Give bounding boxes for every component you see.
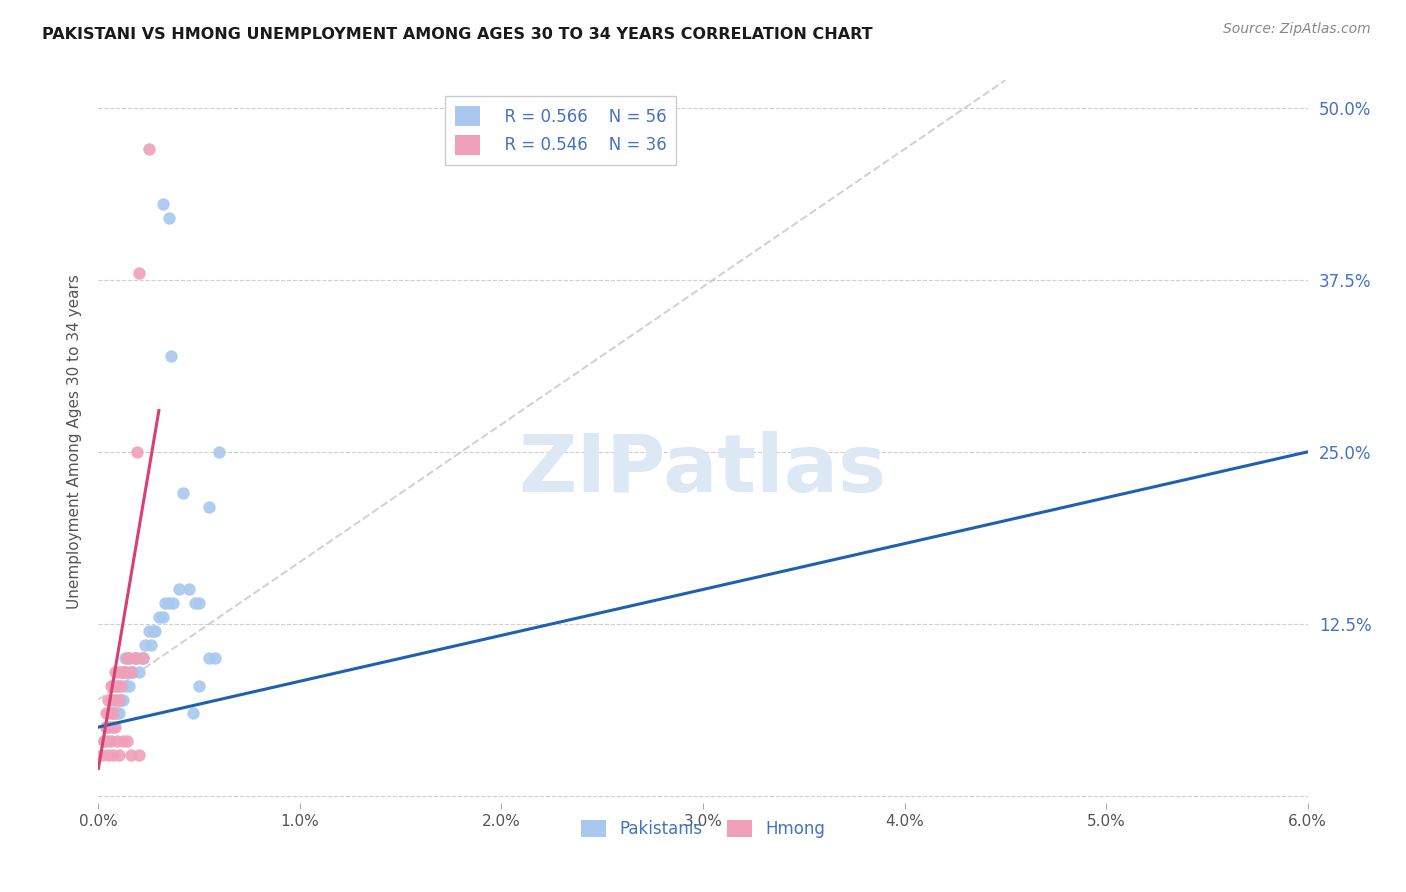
Point — [132, 651, 155, 665]
Point — [93, 734, 115, 748]
Point — [162, 596, 184, 610]
Point — [143, 624, 166, 638]
Point — [118, 679, 141, 693]
Point — [138, 142, 160, 156]
Text: PAKISTANI VS HMONG UNEMPLOYMENT AMONG AGES 30 TO 34 YEARS CORRELATION CHART: PAKISTANI VS HMONG UNEMPLOYMENT AMONG AG… — [42, 27, 873, 42]
Point — [188, 679, 211, 693]
Point — [107, 679, 129, 693]
Point — [115, 651, 138, 665]
Point — [91, 747, 114, 762]
Point — [125, 651, 148, 665]
Point — [97, 747, 120, 762]
Point — [181, 706, 204, 721]
Point — [128, 266, 150, 280]
Point — [111, 734, 134, 748]
Point — [157, 596, 180, 610]
Point — [153, 596, 176, 610]
Point — [96, 706, 118, 721]
Point — [128, 747, 150, 762]
Point — [110, 665, 132, 679]
Point — [115, 734, 138, 748]
Point — [97, 734, 120, 748]
Point — [105, 706, 128, 721]
Point — [107, 706, 129, 721]
Text: Source: ZipAtlas.com: Source: ZipAtlas.com — [1223, 22, 1371, 37]
Point — [101, 679, 124, 693]
Point — [139, 638, 162, 652]
Legend: Pakistanis, Hmong: Pakistanis, Hmong — [574, 814, 832, 845]
Point — [107, 665, 129, 679]
Point — [103, 720, 125, 734]
Point — [100, 706, 122, 721]
Point — [132, 651, 155, 665]
Point — [100, 692, 122, 706]
Point — [152, 197, 174, 211]
Point — [118, 651, 141, 665]
Point — [97, 720, 120, 734]
Point — [100, 734, 122, 748]
Point — [160, 349, 183, 363]
Point — [114, 651, 136, 665]
Point — [101, 706, 124, 721]
Point — [97, 692, 120, 706]
Point — [96, 720, 118, 734]
Point — [157, 211, 180, 225]
Point — [96, 720, 118, 734]
Point — [204, 651, 226, 665]
Point — [179, 582, 201, 597]
Point — [114, 665, 136, 679]
Point — [114, 679, 136, 693]
Point — [120, 665, 142, 679]
Point — [103, 692, 125, 706]
Point — [101, 706, 124, 721]
Point — [110, 692, 132, 706]
Point — [107, 692, 129, 706]
Point — [198, 500, 221, 514]
Point — [138, 624, 160, 638]
Point — [103, 706, 125, 721]
Point — [125, 445, 148, 459]
Point — [121, 665, 143, 679]
Point — [107, 747, 129, 762]
Point — [148, 610, 170, 624]
Point — [105, 734, 128, 748]
Point — [105, 679, 128, 693]
Point — [120, 747, 142, 762]
Point — [152, 610, 174, 624]
Point — [105, 679, 128, 693]
Point — [124, 651, 146, 665]
Point — [184, 596, 207, 610]
Point — [101, 720, 124, 734]
Point — [103, 692, 125, 706]
Point — [124, 651, 146, 665]
Point — [172, 486, 194, 500]
Point — [97, 706, 120, 721]
Point — [101, 747, 124, 762]
Point — [101, 679, 124, 693]
Point — [208, 445, 231, 459]
Point — [188, 596, 211, 610]
Point — [93, 734, 115, 748]
Point — [111, 692, 134, 706]
Point — [142, 624, 165, 638]
Point — [120, 665, 142, 679]
Point — [115, 665, 138, 679]
Point — [134, 638, 156, 652]
Point — [103, 665, 125, 679]
Point — [100, 720, 122, 734]
Y-axis label: Unemployment Among Ages 30 to 34 years: Unemployment Among Ages 30 to 34 years — [67, 274, 83, 609]
Point — [111, 665, 134, 679]
Point — [167, 582, 190, 597]
Point — [107, 692, 129, 706]
Point — [118, 651, 141, 665]
Point — [198, 651, 221, 665]
Point — [111, 665, 134, 679]
Point — [129, 651, 152, 665]
Text: ZIPatlas: ZIPatlas — [519, 432, 887, 509]
Point — [110, 679, 132, 693]
Point — [100, 679, 122, 693]
Point — [128, 665, 150, 679]
